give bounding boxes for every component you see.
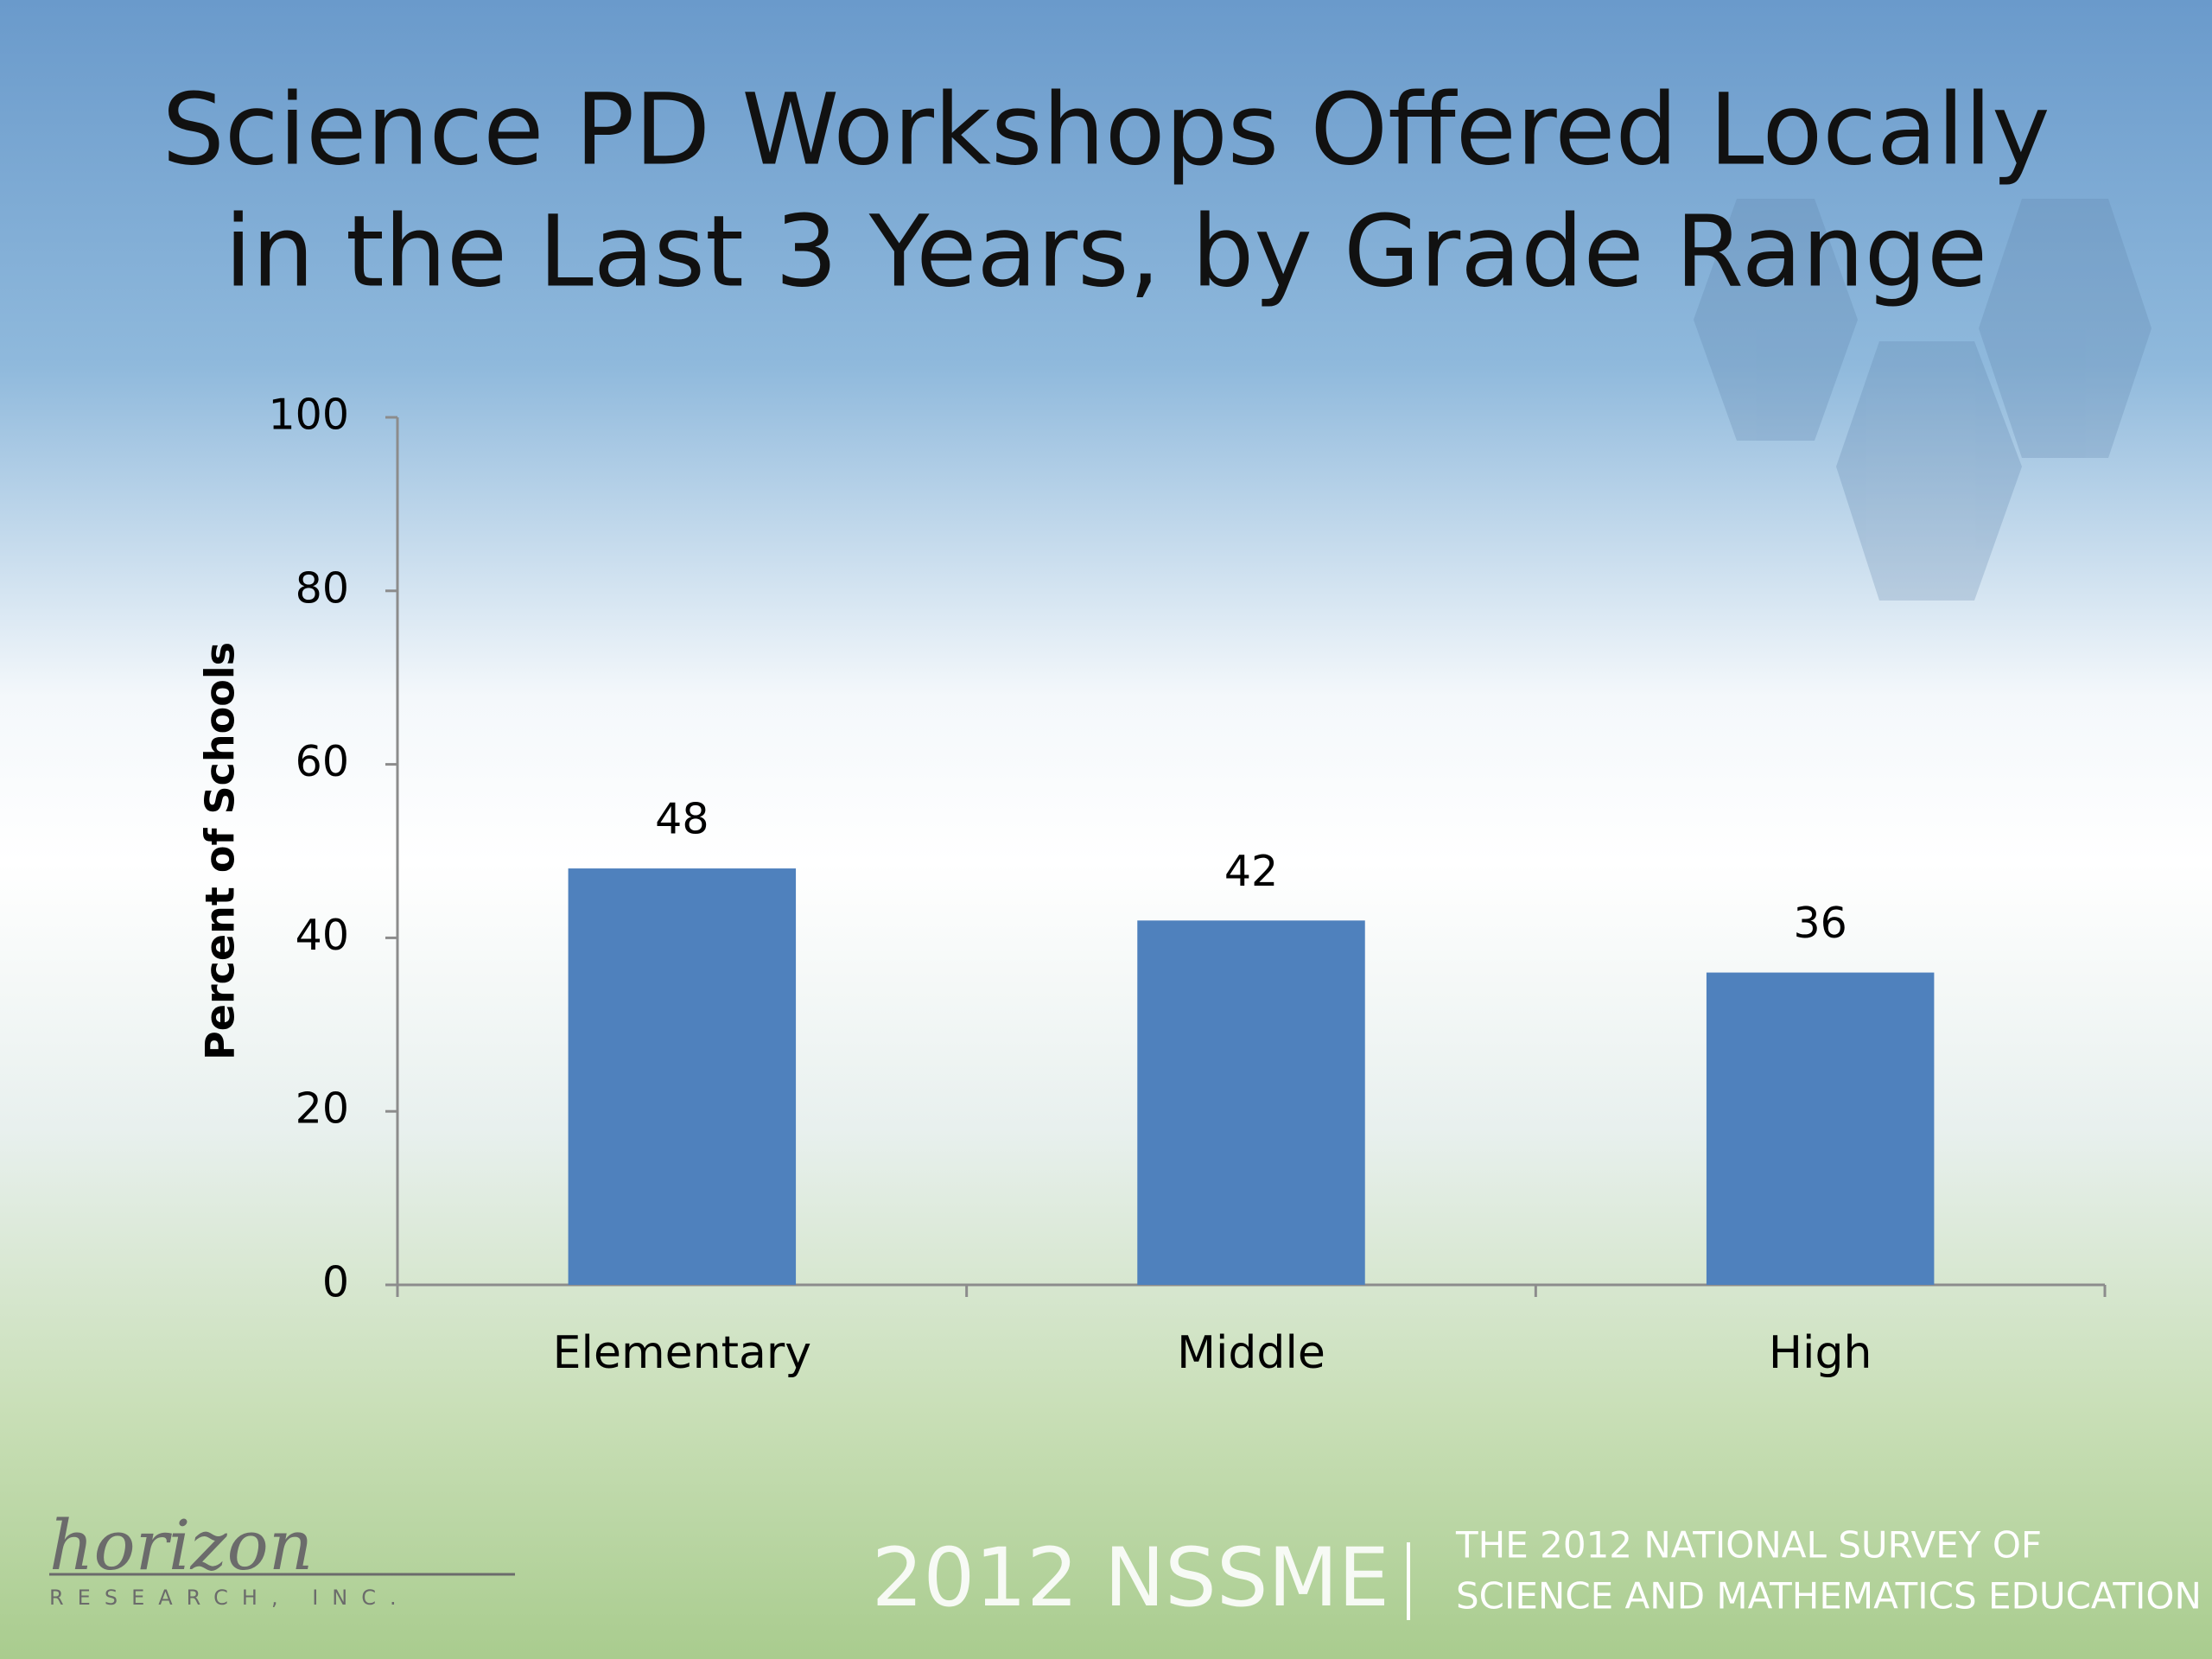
y-tick-label: 20 (296, 1084, 349, 1134)
x-tick-label: High (1769, 1327, 1872, 1379)
value-label: 48 (655, 795, 709, 844)
y-axis-label: Percent of Schools (197, 642, 244, 1060)
brand: 2012 NSSME (872, 1531, 1389, 1625)
chart-title: Science PD Workshops Offered Locally (162, 72, 2050, 187)
y-tick-label: 0 (322, 1258, 349, 1307)
bar (568, 868, 797, 1285)
y-tick-label: 60 (296, 737, 349, 786)
tagline: SCIENCE AND MATHEMATICS EDUCATION (1456, 1575, 2202, 1618)
tagline: THE 2012 NATIONAL SURVEY OF (1455, 1524, 2042, 1567)
x-tick-label: Middle (1177, 1327, 1325, 1379)
logo: horizon (49, 1505, 313, 1586)
y-tick-label: 40 (296, 911, 349, 960)
y-tick-label: 100 (268, 391, 349, 440)
decor-hexagons (1694, 199, 2152, 601)
chart-title: in the Last 3 Years, by Grade Range (225, 194, 1987, 308)
logo-subtitle: RESEARCH, INC. (49, 1586, 410, 1610)
footer: horizon RESEARCH, INC. 2012 NSSME THE 20… (49, 1505, 2202, 1625)
value-label: 42 (1224, 847, 1278, 896)
value-label: 36 (1793, 899, 1847, 948)
bar (1137, 920, 1365, 1285)
bar (1706, 972, 1935, 1285)
y-tick-label: 80 (296, 563, 349, 613)
x-tick-label: Elementary (553, 1327, 811, 1379)
